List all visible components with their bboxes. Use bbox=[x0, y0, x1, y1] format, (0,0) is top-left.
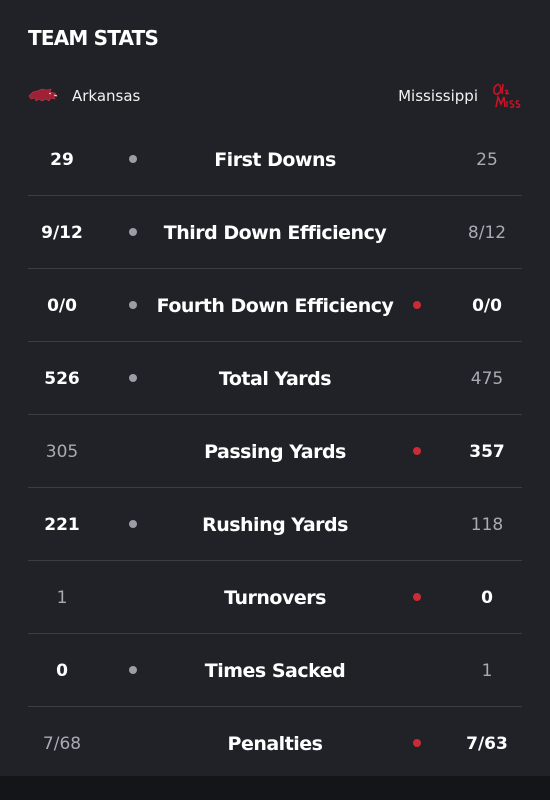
stat-value-away: 357 bbox=[469, 441, 505, 462]
team-home[interactable]: Arkansas bbox=[28, 80, 140, 112]
stat-value-away: 1 bbox=[481, 660, 493, 681]
stat-value-away: 0 bbox=[481, 587, 493, 608]
team-home-name: Arkansas bbox=[72, 87, 141, 105]
stat-value-home: 221 bbox=[44, 514, 80, 535]
away-advantage-dot-icon bbox=[413, 593, 421, 601]
stat-row: 0/0 Fourth Down Efficiency 0/0 bbox=[0, 269, 550, 342]
team-away[interactable]: Mississippi bbox=[398, 80, 522, 112]
stats-list: 29 First Downs 25 9/12 Third Down Efficiency… bbox=[0, 123, 550, 780]
bottom-strip bbox=[0, 776, 550, 800]
row-divider bbox=[28, 633, 522, 634]
teams-header: Arkansas Mississippi bbox=[28, 80, 522, 112]
row-divider bbox=[28, 706, 522, 707]
stat-label: Passing Yards bbox=[204, 440, 346, 463]
home-advantage-dot-icon bbox=[129, 666, 137, 674]
stat-row: 1 Turnovers 0 bbox=[0, 561, 550, 634]
stat-label: Third Down Efficiency bbox=[163, 221, 387, 244]
stat-value-home: 526 bbox=[44, 368, 80, 389]
stat-label: Times Sacked bbox=[204, 659, 346, 682]
stat-row: 0 Times Sacked 1 bbox=[0, 634, 550, 707]
stat-label: Penalties bbox=[227, 732, 323, 755]
row-divider bbox=[28, 560, 522, 561]
row-divider bbox=[28, 268, 522, 269]
row-divider bbox=[28, 487, 522, 488]
stat-label: Fourth Down Efficiency bbox=[156, 294, 394, 317]
stat-value-home: 305 bbox=[45, 441, 79, 462]
stat-label: Rushing Yards bbox=[202, 513, 348, 536]
row-divider bbox=[28, 341, 522, 342]
ole-miss-logo-icon bbox=[492, 81, 522, 111]
stat-value-away: 0/0 bbox=[472, 295, 502, 316]
stat-value-home: 7/68 bbox=[42, 733, 82, 754]
stat-value-home: 0/0 bbox=[47, 295, 77, 316]
away-advantage-dot-icon bbox=[413, 301, 421, 309]
razorback-logo-icon bbox=[28, 87, 58, 105]
stat-row: 29 First Downs 25 bbox=[0, 123, 550, 196]
row-divider bbox=[28, 195, 522, 196]
stat-value-away: 7/63 bbox=[466, 733, 508, 754]
section-title: TEAM STATS bbox=[28, 26, 159, 50]
team-away-name: Mississippi bbox=[398, 87, 478, 105]
away-advantage-dot-icon bbox=[413, 447, 421, 455]
stat-label: First Downs bbox=[214, 148, 336, 171]
stat-value-away: 475 bbox=[470, 368, 504, 389]
stat-value-home: 1 bbox=[56, 587, 68, 608]
stat-value-away: 8/12 bbox=[467, 222, 507, 243]
stat-value-home: 0 bbox=[56, 660, 68, 681]
home-advantage-dot-icon bbox=[129, 520, 137, 528]
home-advantage-dot-icon bbox=[129, 301, 137, 309]
stat-label: Turnovers bbox=[224, 586, 326, 609]
stat-value-away: 118 bbox=[470, 514, 504, 535]
home-advantage-dot-icon bbox=[129, 228, 137, 236]
stat-value-home: 9/12 bbox=[41, 222, 83, 243]
row-divider bbox=[28, 414, 522, 415]
home-advantage-dot-icon bbox=[129, 374, 137, 382]
stat-row: 526 Total Yards 475 bbox=[0, 342, 550, 415]
stat-row: 9/12 Third Down Efficiency 8/12 bbox=[0, 196, 550, 269]
stat-row: 221 Rushing Yards 118 bbox=[0, 488, 550, 561]
stat-value-away: 25 bbox=[476, 149, 498, 170]
stat-label: Total Yards bbox=[218, 367, 332, 390]
away-advantage-dot-icon bbox=[413, 739, 421, 747]
home-advantage-dot-icon bbox=[129, 155, 137, 163]
stat-row: 305 Passing Yards 357 bbox=[0, 415, 550, 488]
stat-value-home: 29 bbox=[50, 149, 74, 170]
team-stats-card: TEAM STATS Arkansas Mississippi bbox=[0, 0, 550, 776]
stat-row: 7/68 Penalties 7/63 bbox=[0, 707, 550, 780]
